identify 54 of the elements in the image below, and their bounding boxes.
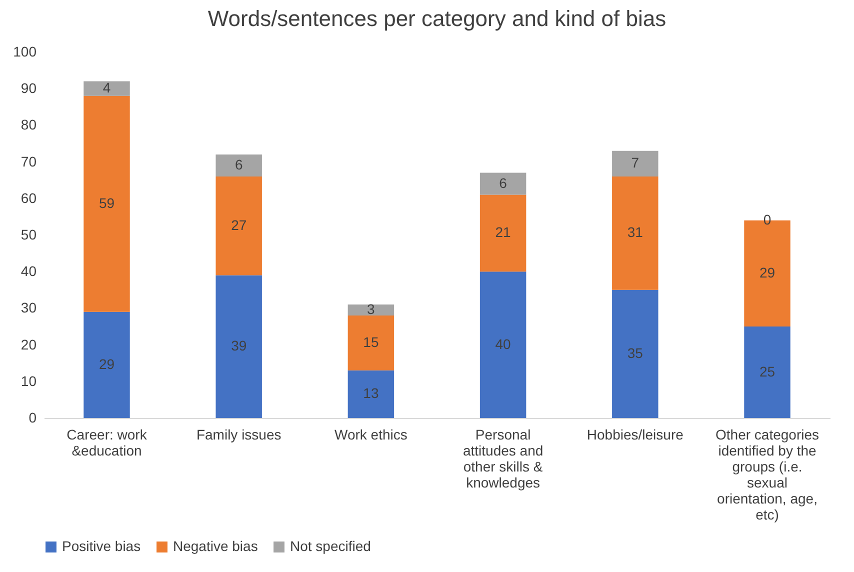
bar xyxy=(84,312,130,418)
bar xyxy=(84,96,130,312)
y-tick-label: 50 xyxy=(20,226,37,242)
bar xyxy=(612,290,658,418)
data-label: 31 xyxy=(627,224,644,240)
data-label: 4 xyxy=(102,80,111,96)
y-tick-label: 30 xyxy=(20,300,37,316)
y-tick-label: 20 xyxy=(20,336,37,352)
bar xyxy=(480,194,526,272)
bar xyxy=(216,154,262,176)
chart-title: Words/sentences per category and kind of bias xyxy=(208,6,666,31)
bar xyxy=(612,150,658,176)
data-label: 35 xyxy=(627,344,644,361)
y-tick-label: 70 xyxy=(20,153,37,170)
x-tick-label: Work ethics xyxy=(334,426,408,442)
y-tick-label: 10 xyxy=(20,372,37,389)
data-label: 6 xyxy=(234,156,243,172)
y-tick-label: 60 xyxy=(20,190,37,206)
y-tick-label: 40 xyxy=(20,263,37,280)
y-tick-label: 100 xyxy=(13,44,37,60)
x-tick-label: Hobbies/leisure xyxy=(586,426,684,442)
bar xyxy=(348,370,394,418)
data-label: 25 xyxy=(759,363,776,380)
y-tick-label: 90 xyxy=(20,80,37,96)
data-label: 21 xyxy=(495,224,512,240)
data-label: 7 xyxy=(631,154,640,171)
y-tick-label: 0 xyxy=(28,410,37,426)
bar xyxy=(612,176,658,290)
bar xyxy=(84,81,130,96)
legend-label: Negative bias xyxy=(173,538,258,554)
bar xyxy=(348,304,394,316)
bar xyxy=(744,326,790,418)
data-label: 27 xyxy=(231,216,247,233)
data-label: 15 xyxy=(363,334,379,350)
bar xyxy=(480,172,526,195)
y-tick-label: 80 xyxy=(20,116,37,133)
bar xyxy=(348,316,394,370)
x-tick-label: Other categories identified by the groups (i.e. sexual orientation, age, etc) xyxy=(716,426,819,522)
legend-label: Positive bias xyxy=(62,538,141,554)
data-label: 29 xyxy=(759,264,776,280)
data-label: 40 xyxy=(495,336,512,352)
x-tick-label: Family issues xyxy=(196,426,282,442)
data-label: 3 xyxy=(367,301,376,318)
data-label: 59 xyxy=(98,194,115,211)
x-tick-label: Career: work &education xyxy=(66,426,148,458)
data-label: 13 xyxy=(363,385,379,402)
data-label: 39 xyxy=(231,338,247,354)
bar xyxy=(216,176,262,276)
bar xyxy=(216,275,262,418)
x-tick-label: Personal attitudes and other skills & knowledges xyxy=(462,426,544,490)
legend-label: Not specified xyxy=(290,538,371,554)
bar xyxy=(480,272,526,418)
data-label: 29 xyxy=(98,356,115,372)
data-label: 6 xyxy=(499,174,508,191)
